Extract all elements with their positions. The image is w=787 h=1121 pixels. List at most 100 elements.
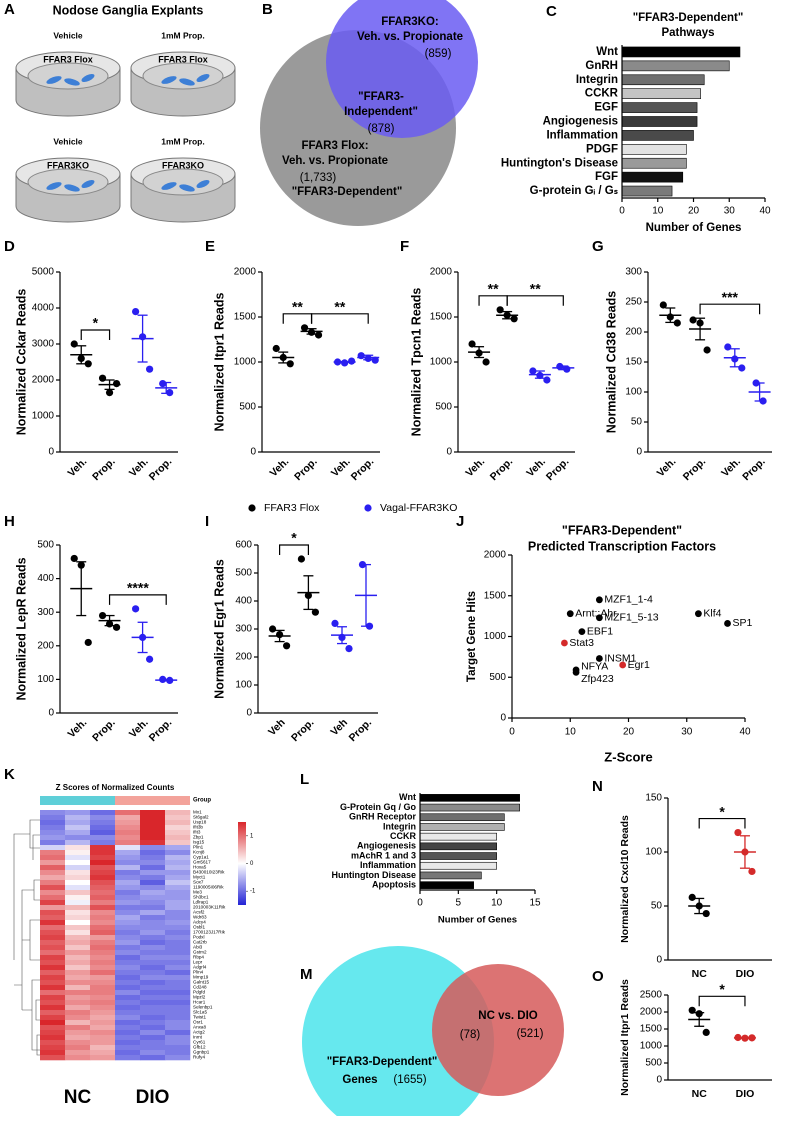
heat-cell — [115, 1050, 141, 1056]
y-tick-label: 200 — [235, 652, 252, 663]
bar — [621, 60, 730, 72]
heat-cell — [115, 925, 141, 931]
category-label: DIO — [736, 1088, 755, 1100]
heat-cell — [165, 835, 191, 841]
heat-cell — [40, 955, 66, 961]
data-point — [468, 340, 476, 348]
venn-overlap-label: "FFAR3- — [358, 91, 404, 103]
category-label: Veh. — [268, 456, 292, 480]
data-point — [98, 374, 107, 382]
bar — [419, 852, 497, 860]
x-axis-label: Number of Genes — [646, 222, 742, 234]
row-label: Mx1 — [193, 810, 202, 815]
heat-cell — [40, 830, 66, 836]
significance-label: ** — [334, 299, 345, 315]
heat-cell — [115, 865, 141, 871]
heat-cell — [40, 925, 66, 931]
heat-cell — [65, 1045, 91, 1051]
heat-cell — [90, 900, 116, 906]
category-label: Integrin — [383, 821, 416, 831]
panel-letter: A — [4, 1, 15, 18]
category-label: Prop. — [544, 456, 572, 484]
heat-cell — [140, 845, 166, 851]
heat-cell — [40, 905, 66, 911]
category-label: Prop. — [740, 456, 768, 484]
row-label: Adgrl4 — [193, 965, 207, 970]
significance-label: **** — [127, 580, 149, 596]
venn-label: FFAR3 Flox: — [301, 140, 368, 152]
y-tick-label: 0 — [48, 447, 54, 458]
bar — [419, 832, 497, 841]
bar — [621, 171, 684, 183]
category-label: Veh. — [66, 456, 90, 480]
heat-cell — [165, 945, 191, 951]
heat-cell — [140, 1055, 166, 1061]
heat-cell — [140, 985, 166, 991]
significance-label: ** — [292, 299, 303, 315]
bar — [419, 881, 474, 889]
panel-letter: N — [592, 778, 603, 795]
bar — [621, 157, 687, 169]
row-label: B430010I23Rik — [193, 870, 225, 875]
dendrogram-branches — [13, 819, 40, 1056]
heat-cell — [165, 950, 191, 956]
point-label: Klf4 — [703, 607, 721, 619]
category-label: GnRH — [585, 60, 618, 72]
heat-cell — [65, 880, 91, 886]
significance-bracket — [279, 544, 309, 555]
heat-cell — [115, 890, 141, 896]
x-tick-label: 15 — [529, 898, 541, 909]
y-axis-label: Normalized Itpr1 Reads — [619, 979, 631, 1096]
row-label: Gfb12 — [193, 1045, 206, 1050]
heat-cell — [165, 1000, 191, 1006]
bar — [621, 185, 673, 197]
venn-overlap-count: (878) — [368, 123, 395, 135]
heat-cell — [90, 915, 116, 921]
heat-cell — [165, 965, 191, 971]
heat-cell — [165, 980, 191, 986]
heat-cell — [165, 915, 191, 921]
panel-letter: O — [592, 968, 604, 985]
panel-letter: L — [300, 771, 309, 788]
heat-cell — [40, 940, 66, 946]
heat-cell — [65, 835, 91, 841]
point-label: MZF1_1-4 — [604, 594, 653, 606]
heat-cell — [140, 975, 166, 981]
heat-cell — [90, 820, 116, 826]
row-label: Cat2rb — [193, 940, 207, 945]
row-label: Mmp19 — [193, 975, 209, 980]
category-label: CCKR — [585, 88, 619, 100]
heat-cell — [90, 830, 116, 836]
heat-cell — [115, 875, 141, 881]
y-tick-label: 200 — [625, 327, 642, 338]
data-point — [146, 365, 154, 373]
row-label: Ggnbp1 — [193, 1050, 210, 1055]
dish-insert — [142, 62, 224, 90]
heat-cell — [140, 855, 166, 861]
significance-bracket — [282, 313, 313, 324]
heat-cell — [40, 1005, 66, 1011]
ganglion — [179, 184, 195, 192]
heat-cell — [115, 945, 141, 951]
category-label: Prop. — [147, 717, 175, 745]
heat-cell — [40, 865, 66, 871]
category-label: NC — [692, 1088, 708, 1100]
heat-cell — [65, 810, 91, 816]
data-point — [572, 668, 580, 676]
venn-circle — [326, 0, 478, 138]
category-label: Apoptosis — [372, 880, 416, 890]
data-point — [132, 605, 140, 613]
heat-cell — [90, 1050, 116, 1056]
category-label: GnRH Receptor — [349, 812, 417, 822]
heat-cell — [165, 920, 191, 926]
heat-cell — [90, 930, 116, 936]
heat-cell — [140, 915, 166, 921]
heat-cell — [65, 1035, 91, 1041]
heat-cell — [40, 1025, 66, 1031]
heat-cell — [90, 1005, 116, 1011]
heat-cell — [65, 950, 91, 956]
data-point — [314, 331, 323, 339]
point-label: EBF1 — [587, 625, 613, 637]
data-point — [724, 343, 732, 351]
heat-cell — [165, 1035, 191, 1041]
